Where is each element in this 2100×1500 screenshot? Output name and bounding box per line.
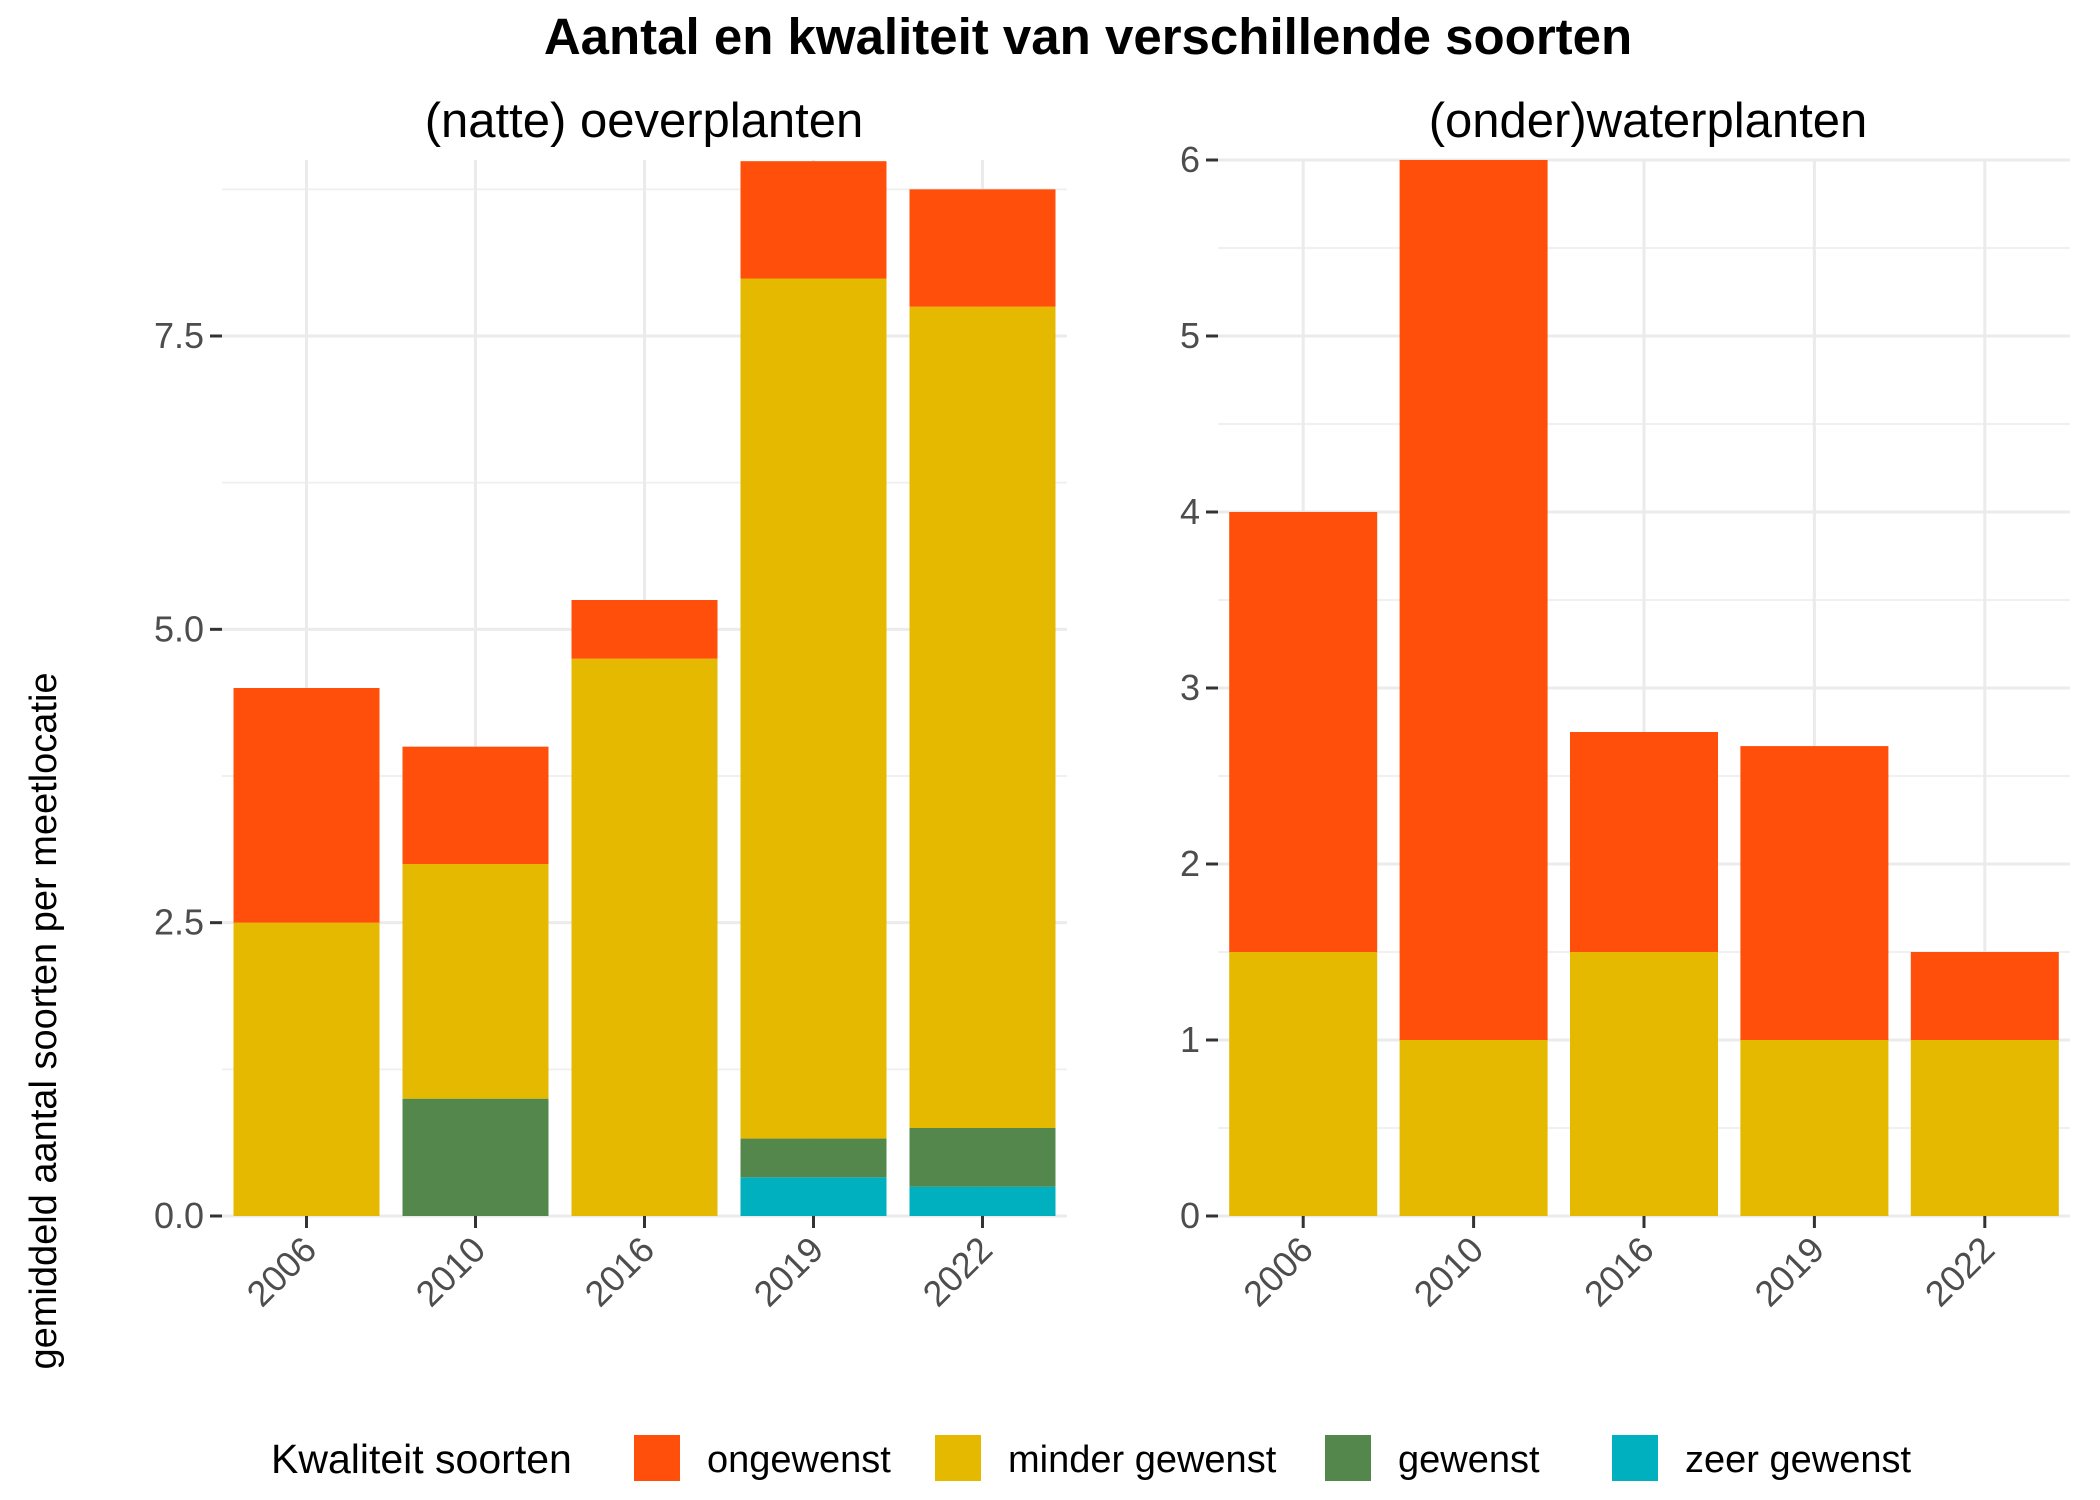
chart-title: Aantal en kwaliteit van verschillende so… [544, 8, 1632, 65]
legend-swatch [634, 1435, 680, 1481]
y-tick-label: 6 [1180, 139, 1200, 180]
y-axis: 0.0 2.5 5.0 7.5 [154, 315, 222, 1236]
legend-title: Kwaliteit soorten [271, 1436, 572, 1482]
bar-ongewenst-2019 [740, 161, 887, 279]
bar-minder-gewenst-2022 [909, 306, 1056, 1129]
legend-item-minder-gewenst: minder gewenst [935, 1435, 1277, 1481]
legend-swatch [1612, 1435, 1658, 1481]
y-tick-label: 4 [1180, 491, 1200, 532]
y-tick-label: 7.5 [154, 315, 204, 356]
legend: Kwaliteit soorten ongewenst minder gewens… [271, 1435, 1911, 1482]
bar-minder-gewenst-2019 [740, 278, 887, 1139]
x-tick-label: 2006 [239, 1229, 325, 1315]
x-axis: 2006 2010 2016 2019 2022 [239, 1216, 1001, 1315]
bar-ongewenst-2010 [402, 746, 549, 864]
bar-gewenst-2010 [402, 1098, 549, 1216]
bar-minder-gewenst-2016 [1570, 952, 1718, 1216]
bar-gewenst-2022 [909, 1128, 1056, 1187]
bar-ongewenst-2016 [1570, 732, 1718, 952]
bars [233, 161, 1056, 1216]
legend-label: zeer gewenst [1685, 1439, 1911, 1481]
legend-label: gewenst [1398, 1439, 1540, 1481]
x-tick-label: 2019 [746, 1229, 832, 1315]
x-tick-label: 2022 [1917, 1229, 2003, 1315]
bar-minder-gewenst-2006 [1229, 952, 1378, 1216]
y-tick-label: 5 [1180, 315, 1200, 356]
x-tick-label: 2022 [915, 1229, 1001, 1315]
bar-zeer-gewenst-2019 [740, 1177, 887, 1216]
legend-item-ongewenst: ongewenst [634, 1435, 891, 1481]
y-tick-label: 2 [1180, 843, 1200, 884]
bar-ongewenst-2006 [1229, 512, 1378, 952]
x-tick-label: 2016 [1576, 1229, 1662, 1315]
y-tick-label: 0 [1180, 1195, 1200, 1236]
bar-minder-gewenst-2010 [1399, 1040, 1548, 1216]
bar-minder-gewenst-2010 [402, 864, 549, 1099]
x-axis: 2006 2010 2016 2019 2022 [1235, 1216, 2002, 1314]
x-tick-label: 2006 [1235, 1229, 1321, 1315]
x-tick-label: 2016 [577, 1229, 663, 1315]
bar-minder-gewenst-2006 [233, 922, 380, 1216]
bar-ongewenst-2006 [233, 688, 380, 923]
y-axis-label: gemiddeld aantal soorten per meetlocatie [23, 672, 65, 1369]
bar-ongewenst-2022 [1910, 952, 2059, 1040]
y-axis: 0 1 2 3 4 5 6 [1180, 139, 1218, 1236]
x-tick-label: 2010 [1406, 1229, 1492, 1315]
bar-ongewenst-2019 [1740, 746, 1889, 1040]
bar-minder-gewenst-2016 [571, 658, 718, 1216]
bar-minder-gewenst-2019 [1740, 1040, 1889, 1216]
legend-swatch [1325, 1435, 1371, 1481]
x-tick-label: 2010 [408, 1229, 494, 1315]
panel-title: (onder)waterplanten [1429, 94, 1868, 148]
legend-item-gewenst: gewenst [1325, 1435, 1540, 1481]
bar-ongewenst-2022 [909, 189, 1056, 307]
legend-item-zeer-gewenst: zeer gewenst [1612, 1435, 1911, 1481]
bar-ongewenst-2016 [571, 600, 718, 659]
bar-ongewenst-2010 [1399, 160, 1548, 1040]
x-tick-label: 2019 [1746, 1229, 1832, 1315]
panel-oeverplanten: (natte) oeverplanten 0.0 2.5 5.0 7.5 2006 2010… [154, 94, 1067, 1314]
y-tick-label: 1 [1180, 1019, 1200, 1060]
legend-swatch [935, 1435, 981, 1481]
y-tick-label: 5.0 [154, 608, 204, 649]
y-tick-label: 3 [1180, 667, 1200, 708]
bar-minder-gewenst-2022 [1910, 1040, 2059, 1216]
legend-label: ongewenst [707, 1439, 891, 1481]
y-tick-label: 2.5 [154, 902, 204, 943]
panel-title: (natte) oeverplanten [425, 94, 864, 148]
bar-gewenst-2019 [740, 1138, 887, 1178]
bar-zeer-gewenst-2022 [909, 1186, 1056, 1216]
y-tick-label: 0.0 [154, 1195, 204, 1236]
bars [1229, 160, 2059, 1216]
legend-label: minder gewenst [1008, 1439, 1277, 1481]
